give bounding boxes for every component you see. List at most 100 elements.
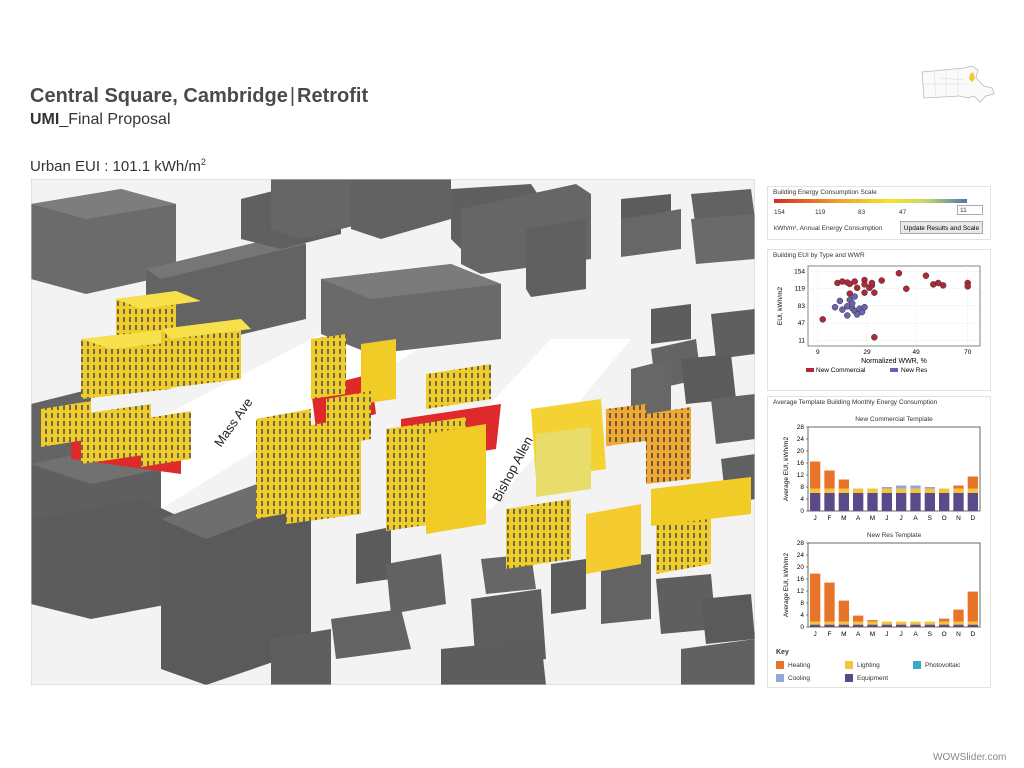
heating-bar-segment (824, 470, 835, 489)
lighting-bar-segment (967, 621, 978, 625)
urban-eui-label: Urban EUI : 101.1 kWh/m2 (30, 157, 206, 175)
key-lighting-label: Lighting (857, 661, 880, 669)
res-data-point (848, 300, 856, 307)
cooling-bar-segment (881, 487, 892, 489)
equipment-bar-segment (824, 624, 835, 627)
scatter-xtick: 49 (912, 349, 920, 356)
commercial-data-point (922, 272, 930, 279)
bar-month-label: J (814, 631, 817, 638)
commercial-data-point (846, 290, 854, 297)
lighting-bar-segment (967, 488, 978, 493)
bar-month-label: M (841, 631, 846, 638)
equipment-bar-segment (867, 493, 878, 511)
lighting-bar-segment (838, 488, 849, 493)
heating-bar-segment (953, 609, 964, 622)
commercial-data-point (871, 289, 878, 296)
commercial-data-point (878, 277, 885, 284)
cooling-bar-segment (910, 485, 921, 489)
bar-month-label: M (870, 631, 875, 638)
scale-label: 119 (815, 209, 826, 216)
scatter-ytick: 83 (798, 303, 806, 310)
foreground-context-buildings (31, 449, 755, 685)
equipment-bar-segment (881, 493, 892, 511)
eui-scatter-panel: Building EUI by Type and WWR 154 119 83 47 1… (767, 249, 991, 391)
scatter-xtick: 9 (816, 349, 820, 356)
equipment-bar-segment (853, 624, 864, 627)
key-lighting: Lighting (845, 661, 880, 669)
equipment-bar-segment (924, 493, 935, 511)
res-chart-title: New Res Template (866, 532, 922, 539)
bar-month-label: F (828, 515, 832, 522)
bar-month-label: M (870, 515, 875, 522)
lighting-bar-segment (824, 488, 835, 493)
res-data-point (831, 303, 839, 311)
res-data-point (861, 303, 868, 311)
lighting-bar-segment (910, 621, 921, 625)
commercial-monthly-chart: 0 4 8 12 16 20 24 28 Average EUI, kWh/m2 J F M A M J J A… (783, 424, 981, 522)
equipment-bar-segment (896, 624, 907, 627)
scatter-ytick: 119 (795, 285, 806, 292)
legend-commercial-swatch (806, 368, 814, 372)
subtitle-rest: _Final Proposal (59, 111, 171, 128)
equipment-swatch (845, 674, 853, 682)
scale-min-input[interactable]: 11 (957, 205, 983, 215)
bar-month-label: A (856, 515, 861, 522)
bar-month-label: N (956, 631, 961, 638)
lighting-bar-segment (953, 621, 964, 625)
bar-month-label: J (814, 515, 817, 522)
heating-bar-segment (838, 479, 849, 489)
update-results-button[interactable]: Update Results and Scale (900, 221, 983, 234)
equipment-bar-segment (881, 624, 892, 627)
commercial-data-point (939, 282, 947, 289)
heating-bar-segment (967, 476, 978, 489)
commercial-data-point (868, 279, 876, 287)
key-equipment: Equipment (845, 674, 888, 682)
energy-scale-gradient (774, 199, 967, 203)
commercial-data-point (851, 278, 858, 285)
urban-eui-text: Urban EUI : 101.1 kWh/m (30, 158, 201, 175)
commercial-data-point (964, 283, 971, 290)
bar-ytick: 24 (797, 552, 805, 559)
bar-ytick: 20 (797, 448, 805, 455)
urban-model-view[interactable]: Mass Ave Bishop Allen (31, 179, 755, 685)
title-location: Central Square, Cambridge (30, 85, 288, 107)
equipment-bar-segment (824, 493, 835, 511)
lighting-bar-segment (810, 621, 821, 625)
bar-month-label: D (970, 515, 975, 522)
massachusetts-locator-map (921, 65, 995, 103)
scatter-ytick: 11 (798, 338, 805, 345)
heating-bar-segment (967, 591, 978, 622)
cooling-bar-segment (896, 485, 907, 489)
legend-res-label: New Res (901, 367, 928, 374)
bar-ylabel: Average EUI, kWh/m2 (783, 437, 790, 502)
heating-bar-segment (953, 485, 964, 489)
bar-ytick: 4 (800, 496, 804, 503)
scatter-xtick: 29 (863, 349, 871, 356)
equipment-bar-segment (939, 493, 950, 511)
bar-month-label: S (928, 515, 933, 522)
equipment-bar-segment (853, 493, 864, 511)
heating-bar-segment (867, 620, 878, 622)
commercial-data-point (819, 316, 826, 323)
key-heating-label: Heating (788, 661, 811, 669)
equipment-bar-segment (810, 624, 821, 627)
energy-scale-title: Building Energy Consumption Scale (773, 189, 877, 196)
bar-plot-area (807, 542, 981, 628)
bar-month-label: A (913, 515, 918, 522)
bar-ytick: 8 (800, 600, 804, 607)
equipment-bar-segment (910, 624, 921, 627)
urban-eui-sup: 2 (200, 157, 206, 167)
context-buildings (31, 179, 755, 529)
heating-bar-segment (939, 618, 950, 622)
scale-label: 47 (899, 209, 907, 216)
key-equipment-label: Equipment (857, 674, 889, 682)
bar-month-label: J (885, 631, 888, 638)
building-massing-3d (31, 179, 755, 685)
key-cooling-label: Cooling (788, 674, 811, 682)
heating-bar-segment (824, 582, 835, 622)
lighting-bar-segment (838, 621, 849, 625)
heating-bar-segment (810, 573, 821, 622)
scatter-xlabel: Normalized WWR, % (861, 358, 927, 365)
cooling-swatch (776, 674, 784, 682)
bar-ytick: 16 (797, 460, 805, 467)
